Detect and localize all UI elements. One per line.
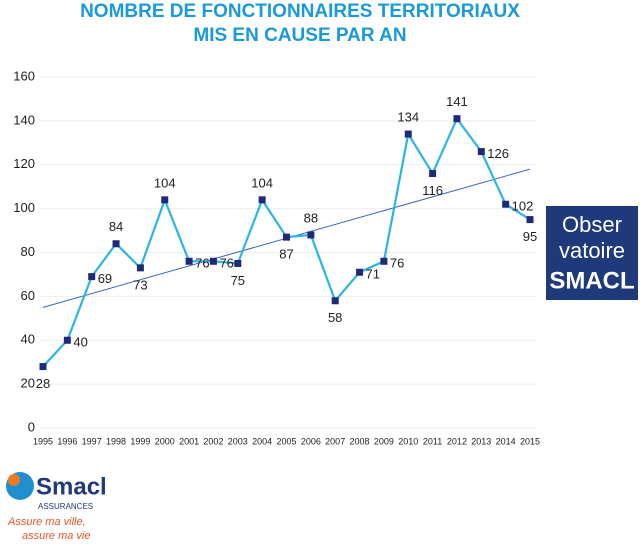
value-label: 134 bbox=[397, 109, 419, 124]
smacl-logo: Smacl ASSURANCES Assure ma ville, assure… bbox=[6, 472, 107, 542]
value-label: 76 bbox=[219, 256, 233, 271]
x-tick-label: 2014 bbox=[496, 436, 516, 446]
logo-text: Obser bbox=[562, 212, 622, 237]
x-tick-label: 1995 bbox=[33, 436, 53, 446]
value-label: 76 bbox=[390, 256, 404, 271]
logo-box bbox=[546, 206, 638, 300]
x-tick-label: 2015 bbox=[520, 436, 540, 446]
y-tick-label: 120 bbox=[13, 156, 35, 171]
x-tick-label: 2012 bbox=[447, 436, 467, 446]
marker bbox=[161, 196, 169, 204]
value-label: 141 bbox=[446, 94, 468, 109]
y-tick-label: 20 bbox=[21, 376, 35, 391]
marker bbox=[234, 259, 242, 267]
x-tick-label: 2011 bbox=[423, 436, 442, 446]
x-tick-label: 1997 bbox=[82, 436, 102, 446]
x-tick-label: 2002 bbox=[203, 436, 223, 446]
chart-title: MIS EN CAUSE PAR AN bbox=[193, 25, 406, 46]
value-label: 104 bbox=[251, 175, 273, 190]
brand: Smacl bbox=[36, 473, 107, 500]
y-tick-label: 160 bbox=[13, 68, 35, 83]
value-label: 73 bbox=[133, 277, 147, 292]
x-tick-label: 2007 bbox=[325, 436, 345, 446]
value-label: 75 bbox=[231, 273, 245, 288]
value-label: 126 bbox=[487, 146, 509, 161]
x-tick-label: 2009 bbox=[374, 436, 394, 446]
value-label: 28 bbox=[36, 376, 50, 391]
slogan: assure ma vie bbox=[22, 530, 90, 542]
x-tick-label: 2000 bbox=[155, 436, 175, 446]
marker bbox=[404, 130, 412, 138]
marker bbox=[307, 231, 315, 239]
observatoire-logo: Obser vatoire SMACL bbox=[546, 206, 638, 300]
x-tick-label: 2008 bbox=[350, 436, 370, 446]
marker bbox=[526, 216, 534, 224]
value-label: 69 bbox=[98, 271, 112, 286]
x-tick-label: 2003 bbox=[228, 436, 248, 446]
marker bbox=[331, 297, 339, 305]
marker bbox=[88, 273, 96, 281]
marker bbox=[185, 257, 193, 265]
marker bbox=[39, 363, 47, 371]
value-label: 58 bbox=[328, 310, 342, 325]
value-label: 102 bbox=[512, 199, 534, 214]
x-tick-label: 2005 bbox=[276, 436, 296, 446]
marker bbox=[356, 268, 364, 276]
x-tick-label: 1996 bbox=[57, 436, 77, 446]
marker bbox=[502, 200, 510, 208]
value-label: 71 bbox=[366, 267, 380, 282]
logo-text: vatoire bbox=[559, 238, 625, 263]
marker bbox=[136, 264, 144, 272]
value-label: 116 bbox=[422, 183, 443, 198]
marker bbox=[258, 196, 266, 204]
marker bbox=[477, 148, 485, 156]
value-label: 104 bbox=[154, 175, 176, 190]
slogan: Assure ma ville, bbox=[7, 516, 86, 528]
x-tick-label: 1999 bbox=[130, 436, 150, 446]
marker bbox=[380, 257, 388, 265]
y-tick-label: 60 bbox=[21, 288, 35, 303]
x-tick-label: 2004 bbox=[252, 436, 272, 446]
value-label: 40 bbox=[73, 335, 87, 350]
value-label: 88 bbox=[304, 210, 318, 225]
value-label: 84 bbox=[109, 219, 123, 234]
value-label: 95 bbox=[523, 229, 537, 244]
x-tick-label: 1998 bbox=[106, 436, 126, 446]
x-tick-label: 2013 bbox=[471, 436, 491, 446]
chart-title: NOMBRE DE FONCTIONNAIRES TERRITORIAUX bbox=[80, 1, 520, 22]
x-tick-label: 2010 bbox=[398, 436, 418, 446]
logo-text: SMACL bbox=[549, 267, 634, 294]
x-tick-label: 2006 bbox=[301, 436, 321, 446]
marker bbox=[453, 115, 461, 123]
logo-dot bbox=[8, 474, 20, 486]
y-tick-label: 100 bbox=[13, 200, 35, 215]
marker bbox=[209, 257, 217, 265]
value-label: 76 bbox=[195, 256, 209, 271]
marker bbox=[63, 336, 71, 344]
brand-sub: ASSURANCES bbox=[38, 502, 93, 511]
x-tick-label: 2001 bbox=[179, 436, 199, 446]
y-tick-label: 40 bbox=[21, 332, 35, 347]
value-label: 87 bbox=[279, 247, 293, 262]
y-tick-label: 0 bbox=[28, 419, 35, 434]
y-tick-label: 80 bbox=[21, 244, 35, 259]
marker bbox=[112, 240, 120, 248]
marker bbox=[283, 233, 290, 241]
y-tick-label: 140 bbox=[13, 112, 35, 127]
marker bbox=[429, 170, 437, 178]
